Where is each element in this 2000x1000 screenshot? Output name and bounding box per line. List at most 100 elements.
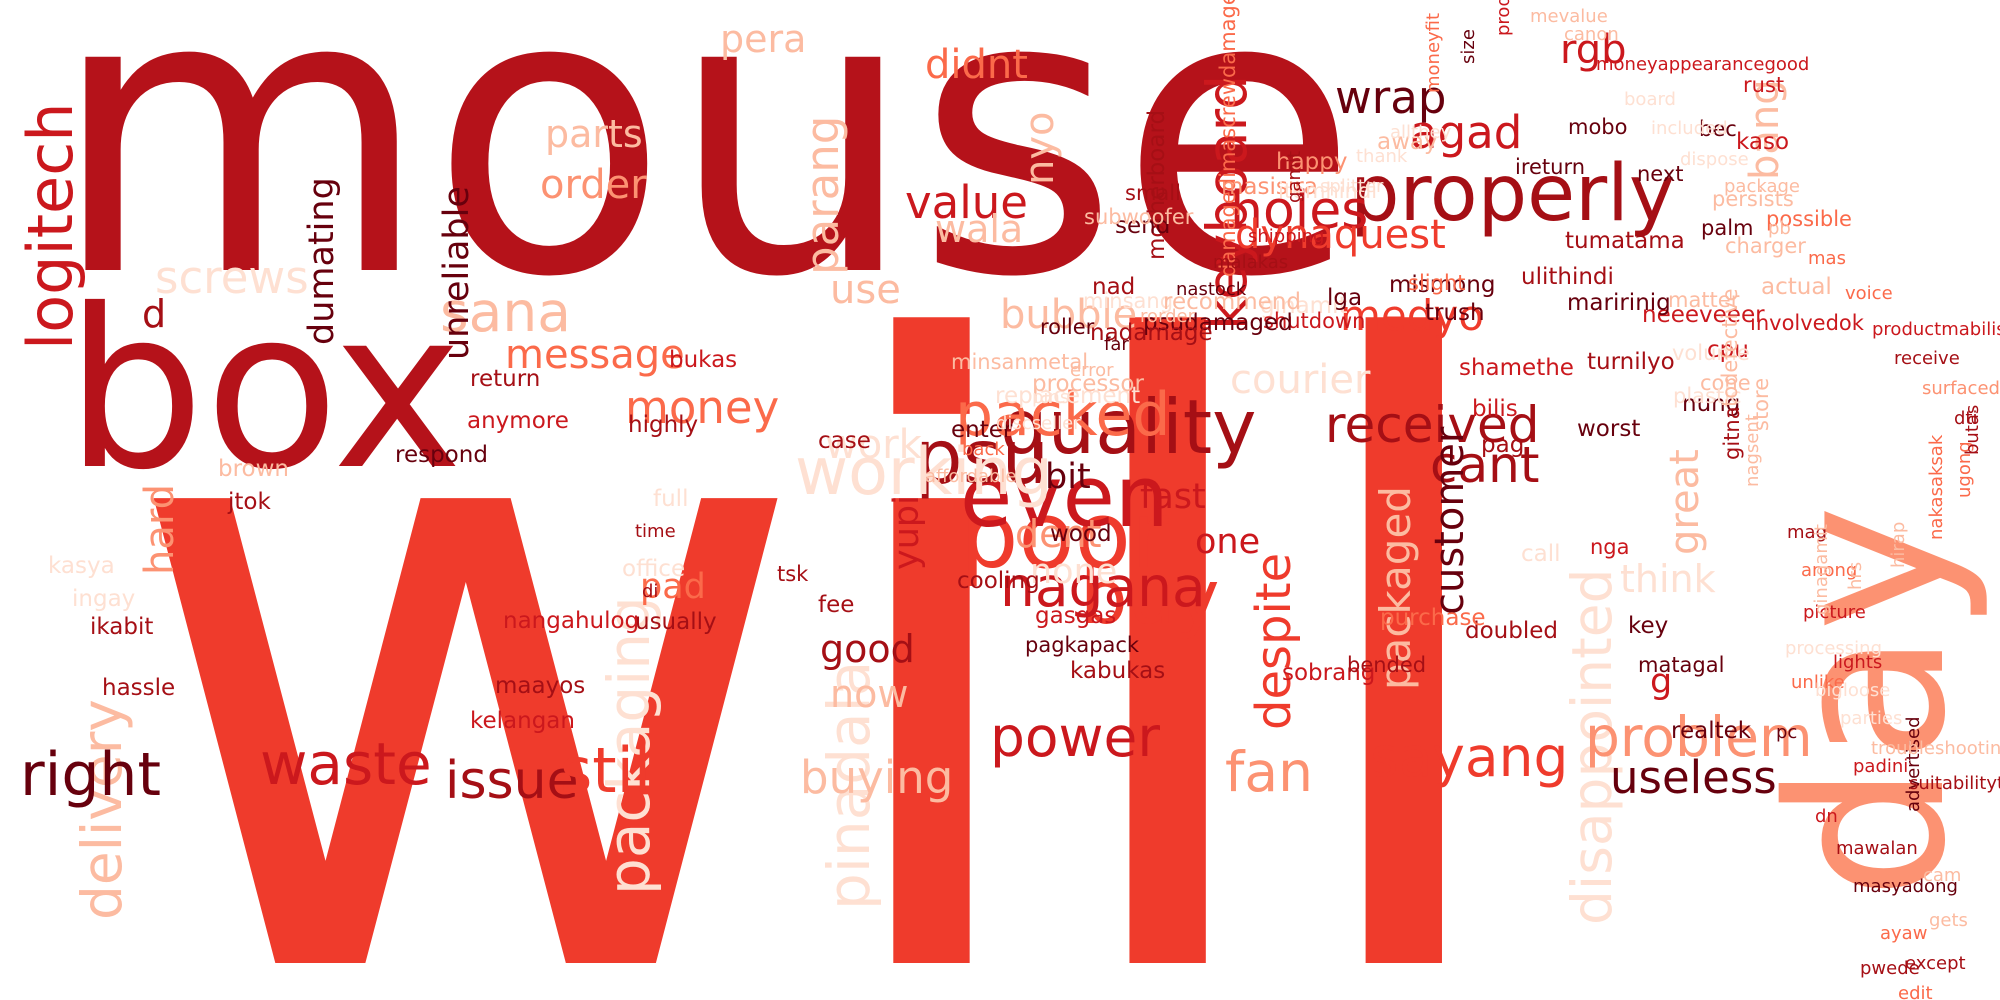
word-nagana: nagana <box>1000 555 1206 619</box>
word-poor: poor <box>960 482 1169 589</box>
word-replacement: replacement <box>995 383 1141 409</box>
word-still: still <box>560 734 669 807</box>
word-masisira: masisira <box>1221 174 1318 200</box>
word-mouse: mouse <box>50 0 1359 362</box>
word-pera: pera <box>720 17 807 61</box>
word-maririnig: maririnig <box>1567 290 1671 316</box>
word-processing: processing <box>1785 638 1883 659</box>
word-splitter: splitter <box>1320 176 1384 197</box>
word-advertised: advertised <box>1903 716 1924 812</box>
word-enter: enter <box>951 417 1013 443</box>
word-gasgas: gasgas <box>1035 603 1117 629</box>
word-mas: mas <box>1808 248 1846 269</box>
word-slight: slight <box>1408 271 1466 295</box>
word-pad: pad <box>640 567 706 607</box>
word-gitna: gitna <box>1720 406 1744 460</box>
word-kasya: kasya <box>48 553 115 579</box>
word-next: next <box>1637 162 1684 186</box>
word-ingay: ingay <box>72 586 136 612</box>
word-matter: matter <box>1668 288 1740 312</box>
word-moneyappearancegood: moneyappearancegood <box>1596 54 1810 75</box>
word-quality: quality <box>1000 383 1257 471</box>
word-bended: bended <box>1347 653 1427 677</box>
word-value: value <box>905 176 1028 229</box>
word-thank: thank <box>1356 146 1408 167</box>
word-ginamit: ginamit <box>1260 293 1348 319</box>
word-itemhindi: itemhindi <box>1278 179 1378 203</box>
word-nad: nad <box>1092 274 1136 300</box>
word-buying: buying <box>800 751 954 804</box>
word-key: key <box>1628 613 1669 639</box>
word-kelangan: kelangan <box>470 708 575 734</box>
word-kaso: kaso <box>1736 129 1790 155</box>
word-package: package <box>1724 176 1800 197</box>
word-psudamaged: psudamaged <box>1143 310 1293 336</box>
word-suitabilityterrible: suitabilityterrible <box>1909 773 2000 794</box>
word-roller: roller <box>1040 315 1095 339</box>
word-holes: holes <box>1230 181 1369 241</box>
word-anymore: anymore <box>467 408 569 434</box>
word-packed: packed <box>955 380 1171 450</box>
word-psu: psu <box>915 413 1050 501</box>
word-logitech: logitech <box>14 102 87 350</box>
word-mag: mag <box>1787 522 1827 543</box>
word-padini: padini <box>1853 756 1909 777</box>
word-case: case <box>818 428 871 454</box>
word-agad: agad <box>1410 106 1523 159</box>
word-even: even <box>960 448 1169 547</box>
word-hirap: hirap <box>1888 521 1909 568</box>
word-lga: lga <box>1327 285 1363 311</box>
word-parang: parang <box>796 115 849 275</box>
word-message: message <box>505 332 685 378</box>
word-problem: problem <box>1585 705 1813 769</box>
word-time: time <box>635 521 676 542</box>
word-properly: properly <box>1350 149 1675 239</box>
word-think: think <box>1620 557 1716 601</box>
word-happy: happy <box>1276 149 1348 175</box>
word-kabukas: kabukas <box>1070 658 1166 684</box>
word-jtok: jtok <box>228 489 271 515</box>
word-none: none <box>1030 552 1118 592</box>
word-canon: canon <box>1564 24 1619 45</box>
word-shutdown: shutdown <box>1263 309 1366 333</box>
word-office: office <box>622 556 686 582</box>
word-cooling: cooling <box>957 568 1040 594</box>
word-respond: respond <box>395 442 488 468</box>
word-gamit: gamit <box>1284 150 1305 203</box>
word-pwede: pwede <box>1860 958 1920 979</box>
word-cam: cam <box>1923 865 1962 886</box>
word-subwoofer: subwoofer <box>1084 205 1194 229</box>
word-nangahulog: nangahulog <box>503 608 640 634</box>
word-yupi: yupi <box>887 495 927 570</box>
word-dent: dent <box>1015 512 1102 556</box>
word-back: back <box>962 439 1005 460</box>
word-wood: wood <box>1050 521 1112 547</box>
word-bilis: bilis <box>1472 396 1518 422</box>
word-productmabilis: productmabilis <box>1872 319 2000 340</box>
word-box: box <box>65 262 463 518</box>
word-shipping: shipping <box>1248 226 1325 247</box>
word-dispose: dispose <box>1680 149 1749 170</box>
word-great: great <box>1662 449 1708 555</box>
word-sobrang: sobrang <box>1282 660 1376 686</box>
word-despite: despite <box>1246 552 1302 730</box>
word-wala: wala <box>935 207 1024 251</box>
word-will: will <box>118 175 1522 1000</box>
word-cant: cant <box>1430 436 1540 494</box>
word-rust: rust <box>1743 73 1785 97</box>
word-d: d <box>142 292 167 336</box>
word-productsthe: productsthe <box>1493 0 1514 36</box>
word-fan: fan <box>1225 740 1313 804</box>
word-purchase: purchase <box>1380 605 1486 631</box>
word-nung: nung <box>1682 391 1741 417</box>
word-di: di <box>642 581 659 602</box>
word-doubled: doubled <box>1465 618 1558 644</box>
word-persists: persists <box>1712 187 1794 211</box>
word-anong: anong <box>1801 560 1858 581</box>
word-actual: actual <box>1761 274 1832 300</box>
word-usually: usually <box>635 609 717 635</box>
word-damagedimascrewdamage: damagedimascrewdamage <box>1216 0 1240 277</box>
word-charger: charger <box>1725 234 1806 258</box>
word-one: one <box>1195 522 1261 562</box>
word-power: power <box>990 705 1160 769</box>
